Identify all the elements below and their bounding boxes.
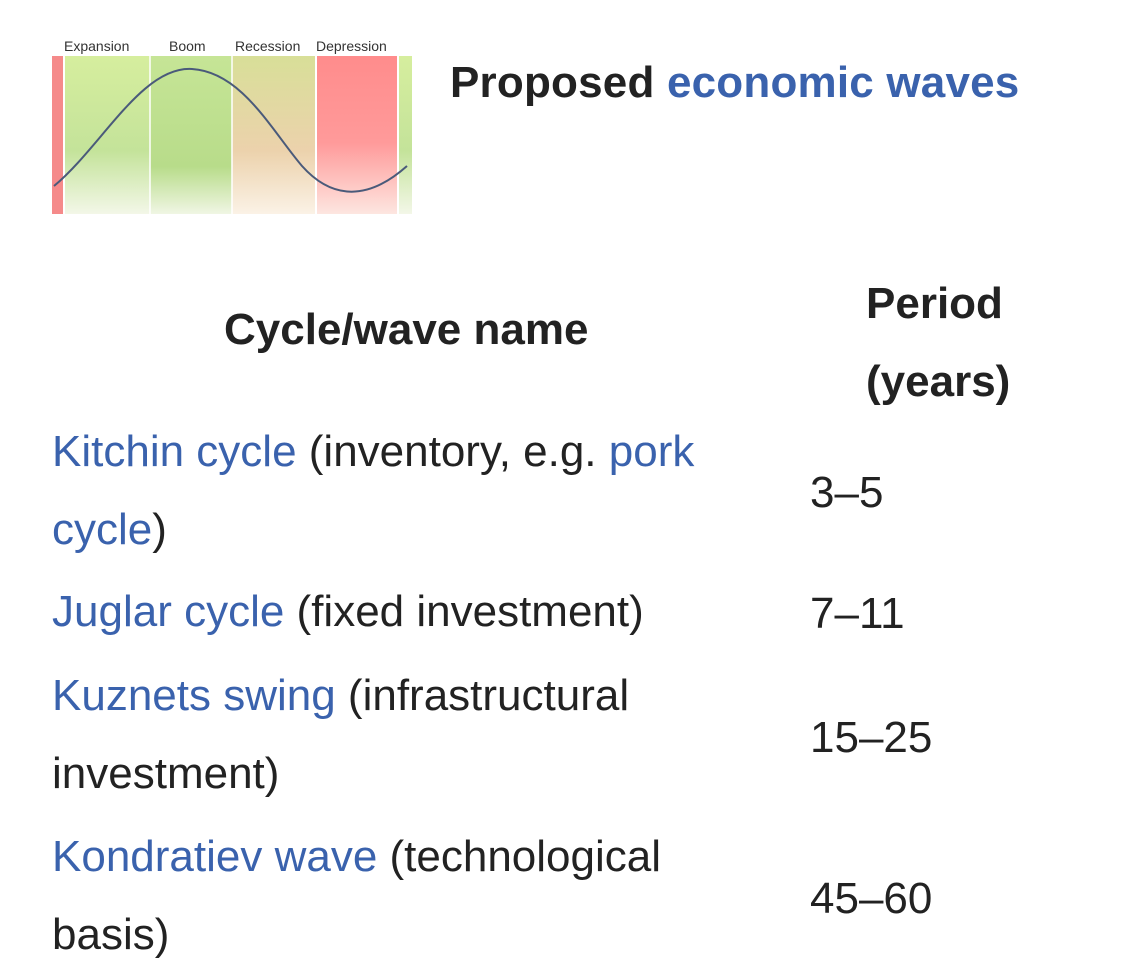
column-header-period: Period (years)	[866, 265, 1010, 421]
kondratiev-description: (technological basis)	[52, 832, 662, 959]
table-row-kitchin-period: 3–5	[810, 468, 884, 517]
kondratiev-wave-link[interactable]: Kondratiev wave	[52, 832, 378, 881]
table-row-kuznets-name: Kuznets swing (infrastructural investmen…	[52, 657, 772, 813]
phase-label-depression: Depression	[316, 38, 387, 54]
kitchin-cycle-link[interactable]: Kitchin cycle	[52, 427, 297, 476]
business-cycle-figure: Expansion Boom Recession Depression	[52, 38, 412, 214]
header: Expansion Boom Recession Depression Prop…	[0, 0, 1125, 230]
juglar-description: (fixed investment)	[284, 587, 644, 636]
phase-label-recession: Recession	[235, 38, 300, 54]
phase-band-recession	[232, 56, 316, 214]
phase-band-expansion	[64, 56, 150, 214]
phase-label-boom: Boom	[169, 38, 206, 54]
table-row-juglar-name: Juglar cycle (fixed investment)	[52, 573, 772, 651]
page-title: Proposed economic waves	[450, 58, 1019, 108]
kuznets-description: (infrastructural investment)	[52, 671, 630, 798]
economic-waves-link[interactable]: economic waves	[666, 58, 1020, 107]
phase-label-expansion: Expansion	[64, 38, 129, 54]
juglar-cycle-link[interactable]: Juglar cycle	[52, 587, 285, 636]
kitchin-description: (inventory, e.g.	[296, 427, 609, 476]
title-prefix: Proposed	[450, 58, 667, 107]
phase-band-boom	[150, 56, 232, 214]
table-row-juglar-period: 7–11	[810, 589, 905, 638]
column-header-name: Cycle/wave name	[224, 305, 589, 354]
column-header-period-line1: Period	[866, 279, 1003, 328]
table-row-kondratiev-name: Kondratiev wave (technological basis)	[52, 818, 772, 974]
kitchin-description-end: )	[152, 505, 167, 554]
column-header-period-line2: (years)	[866, 357, 1011, 406]
phase-band-expansion-end	[398, 56, 412, 214]
kuznets-swing-link[interactable]: Kuznets swing	[52, 671, 336, 720]
table-row-kondratiev-period: 45–60	[810, 874, 933, 923]
cycle-curve	[53, 67, 408, 193]
table-row-kuznets-period: 15–25	[810, 713, 933, 762]
table-row-kitchin-name: Kitchin cycle (inventory, e.g. pork cycl…	[52, 413, 772, 569]
phase-band-depression	[316, 56, 398, 214]
phase-band-depression-start	[52, 56, 64, 214]
pork-cycle-link[interactable]: pork cycle	[52, 427, 695, 554]
